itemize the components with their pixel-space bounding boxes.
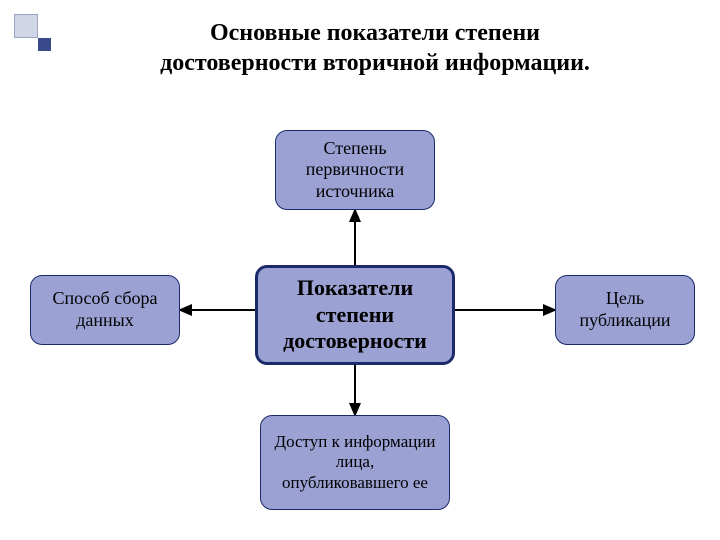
node-bottom: Доступ к информации лица, опубликовавшег… xyxy=(260,415,450,510)
node-top: Степень первичности источника xyxy=(275,130,435,210)
decoration-square-small xyxy=(38,38,51,51)
slide-title: Основные показатели степени достоверност… xyxy=(60,18,690,78)
node-top-label: Степень первичности источника xyxy=(286,138,424,203)
title-line-2: достоверности вторичной информации. xyxy=(160,50,590,76)
node-left-label: Способ сбора данных xyxy=(41,288,169,331)
title-line-1: Основные показатели степени xyxy=(210,20,540,46)
node-center-label: Показатели степени достоверности xyxy=(268,275,442,354)
decoration-square-large xyxy=(14,14,38,38)
node-right: Цель публикации xyxy=(555,275,695,345)
node-bottom-label: Доступ к информации лица, опубликовавшег… xyxy=(271,432,439,493)
node-right-label: Цель публикации xyxy=(566,288,684,331)
node-center: Показатели степени достоверности xyxy=(255,265,455,365)
node-left: Способ сбора данных xyxy=(30,275,180,345)
